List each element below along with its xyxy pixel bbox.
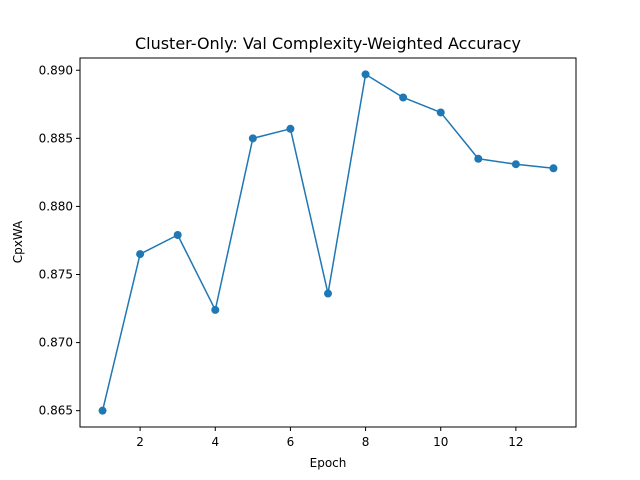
data-point <box>136 250 145 259</box>
x-tick-label: 4 <box>211 435 219 449</box>
y-tick-label: 0.865 <box>39 404 73 418</box>
data-point <box>361 70 370 79</box>
x-axis-label: Epoch <box>310 456 347 470</box>
x-tick-label: 12 <box>508 435 523 449</box>
data-point <box>324 289 332 298</box>
data-point <box>286 124 295 133</box>
y-tick-label: 0.880 <box>39 199 73 213</box>
data-point <box>173 231 182 240</box>
x-tick-label: 6 <box>287 435 295 449</box>
data-point <box>474 154 483 163</box>
x-tick-label: 8 <box>362 435 370 449</box>
x-axis-ticks: 2 4 6 8 10 12 <box>136 427 524 449</box>
plot-area-frame <box>79 57 577 428</box>
y-tick-label: 0.875 <box>39 267 73 281</box>
y-axis-ticks: 0.865 0.870 0.875 0.880 0.885 0.890 <box>39 63 80 418</box>
data-point <box>399 93 408 102</box>
x-tick-label: 2 <box>136 435 144 449</box>
data-point <box>511 160 520 169</box>
data-point <box>248 134 257 143</box>
y-tick-label: 0.890 <box>39 63 73 77</box>
y-tick-label: 0.885 <box>39 131 73 145</box>
data-point <box>549 164 558 173</box>
data-point <box>436 108 445 117</box>
data-point <box>98 406 107 415</box>
x-tick-label: 10 <box>433 435 448 449</box>
plot-series <box>98 70 558 415</box>
y-axis-label: CpxWA <box>11 220 25 263</box>
data-point <box>211 305 220 314</box>
y-tick-label: 0.870 <box>39 336 73 350</box>
chart-title: Cluster-Only: Val Complexity-Weighted Ac… <box>135 34 521 53</box>
